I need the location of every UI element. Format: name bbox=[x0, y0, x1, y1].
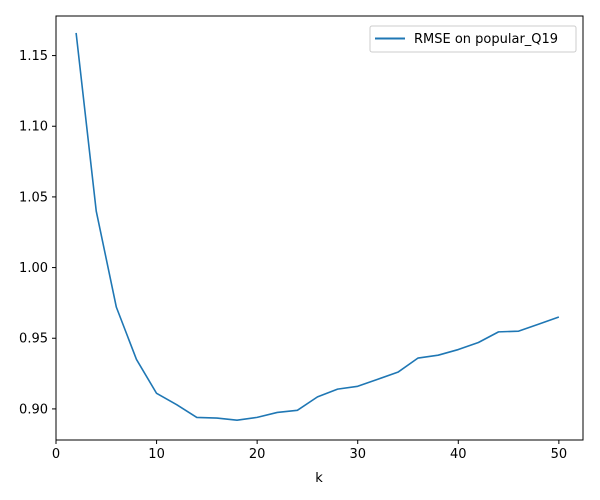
plot-frame bbox=[55, 15, 584, 441]
x-tick-label: 0 bbox=[52, 447, 60, 462]
plot-marks bbox=[75, 32, 560, 422]
legend-label: RMSE on popular_Q19 bbox=[414, 32, 558, 47]
x-tick-label: 20 bbox=[249, 447, 266, 462]
series-line-0 bbox=[75, 32, 560, 422]
legend-box bbox=[369, 25, 577, 53]
y-tick-label: 1.10 bbox=[19, 120, 48, 135]
y-tick-label: 0.90 bbox=[19, 402, 48, 417]
y-tick-label: 1.00 bbox=[19, 261, 48, 276]
axes-group: 0 10 20 30 40 50 0.90 0.95 1.00 1.05 1.10 1.15 bbox=[19, 15, 584, 462]
x-tick-label: 40 bbox=[450, 447, 467, 462]
x-tick-label: 10 bbox=[148, 447, 165, 462]
legend: RMSE on popular_Q19 bbox=[369, 25, 577, 53]
y-tick-label: 1.05 bbox=[19, 190, 48, 205]
x-tick-label: 50 bbox=[551, 447, 568, 462]
y-tick-label: 1.15 bbox=[19, 49, 48, 64]
y-tick-label: 0.95 bbox=[19, 332, 48, 347]
x-tick-label: 30 bbox=[349, 447, 366, 462]
x-axis-label: k bbox=[315, 471, 323, 486]
